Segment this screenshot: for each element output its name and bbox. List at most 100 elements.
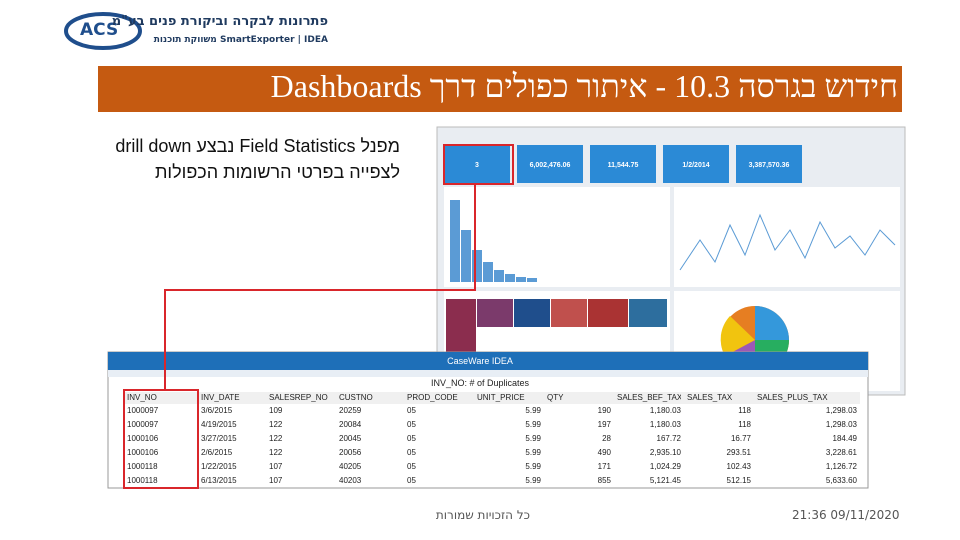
logo-name: פתרונות לבקרה וביקורת פנים בע"מ — [111, 14, 328, 29]
slide-title: חידוש בגרסה 10.3 - איתור כפולים דרך Dash… — [270, 68, 898, 104]
kpi-value: 6,002,476.06 — [529, 162, 571, 169]
table-cell: 05 — [407, 476, 416, 485]
logo-mark: ACS — [80, 20, 119, 40]
logo-tagline: SmartExporter | IDEA משווקת תוכנות — [153, 35, 328, 45]
column-header: SALESREP_NO — [269, 393, 328, 402]
column-header: INV_NO — [127, 393, 157, 402]
table-cell: 1,180.03 — [649, 420, 681, 429]
table-cell: 1000097 — [127, 406, 159, 415]
table-cell: 6/13/2015 — [201, 476, 237, 485]
kpi-value: 3,387,570.36 — [748, 162, 790, 169]
table-cell: 1000106 — [127, 448, 159, 457]
table-cell: 1,298.03 — [825, 406, 857, 415]
table-cell: 5,633.60 — [825, 476, 857, 485]
table-cell: 118 — [738, 420, 751, 429]
line-chart — [679, 213, 896, 271]
table-cell: 122 — [269, 448, 283, 457]
body-text: מפנל Field Statistics נבצע drill down לצ… — [115, 136, 400, 182]
table-cell: 167.72 — [656, 434, 681, 443]
table-cell: 4/19/2015 — [201, 420, 237, 429]
table-cell: 2/6/2015 — [201, 448, 233, 457]
table-cell: 40205 — [339, 462, 362, 471]
table-cell: 20259 — [339, 406, 362, 415]
table-cell: 05 — [407, 434, 416, 443]
table-cell: 190 — [597, 406, 611, 415]
table-cell: 855 — [597, 476, 611, 485]
kpi-card — [736, 145, 802, 183]
table-cell: 102.43 — [726, 462, 751, 471]
histogram-bars — [450, 200, 537, 282]
table-cell: 490 — [597, 448, 611, 457]
table-cell: 1000118 — [127, 462, 158, 471]
table-cell: 5.99 — [525, 448, 541, 457]
footer-timestamp: 21:36 09/11/2020 — [792, 508, 900, 522]
callout-line — [164, 184, 476, 390]
line-panel — [674, 187, 900, 287]
column-header: PROD_CODE — [407, 393, 458, 402]
column-header: SALES_PLUS_TAX — [757, 393, 828, 402]
table-cell: 20056 — [339, 448, 362, 457]
table-cell: 1,024.29 — [649, 462, 681, 471]
kpi-card — [590, 145, 656, 183]
title-bar — [98, 66, 902, 112]
column-header: QTY — [547, 393, 564, 402]
kpi-card — [663, 145, 729, 183]
table-cell: 107 — [269, 462, 283, 471]
column-header: INV_DATE — [201, 393, 240, 402]
table-cell: 184.49 — [832, 434, 857, 443]
kpi-card — [517, 145, 583, 183]
window-subtitle: INV_NO: # of Duplicates — [430, 378, 530, 388]
table-cell: 109 — [269, 406, 283, 415]
table-cell: 3/27/2015 — [201, 434, 237, 443]
table-cell: 5.99 — [525, 476, 541, 485]
column-highlight — [123, 389, 199, 489]
table-cell: 1000118 — [127, 476, 158, 485]
table-cell: 3/6/2015 — [201, 406, 233, 415]
card-highlight — [443, 144, 514, 185]
kpi-card — [444, 145, 510, 183]
kpi-value: 1/2/2014 — [682, 162, 710, 169]
table-cell: 5.99 — [525, 406, 541, 415]
table-cell: 512.15 — [726, 476, 751, 485]
table-cell: 05 — [407, 420, 416, 429]
logo-ring — [64, 12, 142, 50]
table-cell: 3,228.61 — [825, 448, 857, 457]
table-cell: 122 — [269, 434, 283, 443]
table-cell: 197 — [597, 420, 611, 429]
footer-rights: כל הזכויות שמורות — [435, 508, 530, 522]
kpi-value: 3 — [475, 162, 479, 169]
kpi-value: 11,544.75 — [607, 162, 639, 169]
column-header: UNIT_PRICE — [477, 393, 525, 402]
table-header — [124, 392, 860, 404]
table-cell: 05 — [407, 462, 416, 471]
table-cell: 171 — [597, 462, 611, 471]
table-cell: 1000097 — [127, 420, 159, 429]
window-titlebar — [108, 352, 868, 370]
column-header: CUSTNO — [339, 393, 373, 402]
table-cell: 1/22/2015 — [201, 462, 237, 471]
table-cell: 05 — [407, 448, 416, 457]
table-cell: 40203 — [339, 476, 362, 485]
table-cell: 1,180.03 — [649, 406, 681, 415]
table-cell: 20084 — [339, 420, 362, 429]
column-header: SALES_TAX — [687, 393, 733, 402]
table-cell: 118 — [738, 406, 751, 415]
window-title: CaseWare IDEA — [447, 356, 513, 366]
table-cell: 20045 — [339, 434, 362, 443]
table-cell: 1,298.03 — [825, 420, 857, 429]
table-cell: 122 — [269, 420, 283, 429]
table-cell: 05 — [407, 406, 416, 415]
table-cell: 5.99 — [525, 420, 541, 429]
window-toolbar — [108, 370, 868, 377]
table-cell: 5.99 — [525, 462, 541, 471]
table-cell: 1,126.72 — [825, 462, 857, 471]
table-cell: 293.51 — [726, 448, 751, 457]
table-cell: 28 — [602, 434, 611, 443]
table-cell: 107 — [269, 476, 283, 485]
table-cell: 16.77 — [730, 434, 751, 443]
column-header: SALES_BEF_TAX — [617, 393, 681, 402]
table-cell: 5.99 — [525, 434, 541, 443]
table-cell: 5,121.45 — [649, 476, 681, 485]
